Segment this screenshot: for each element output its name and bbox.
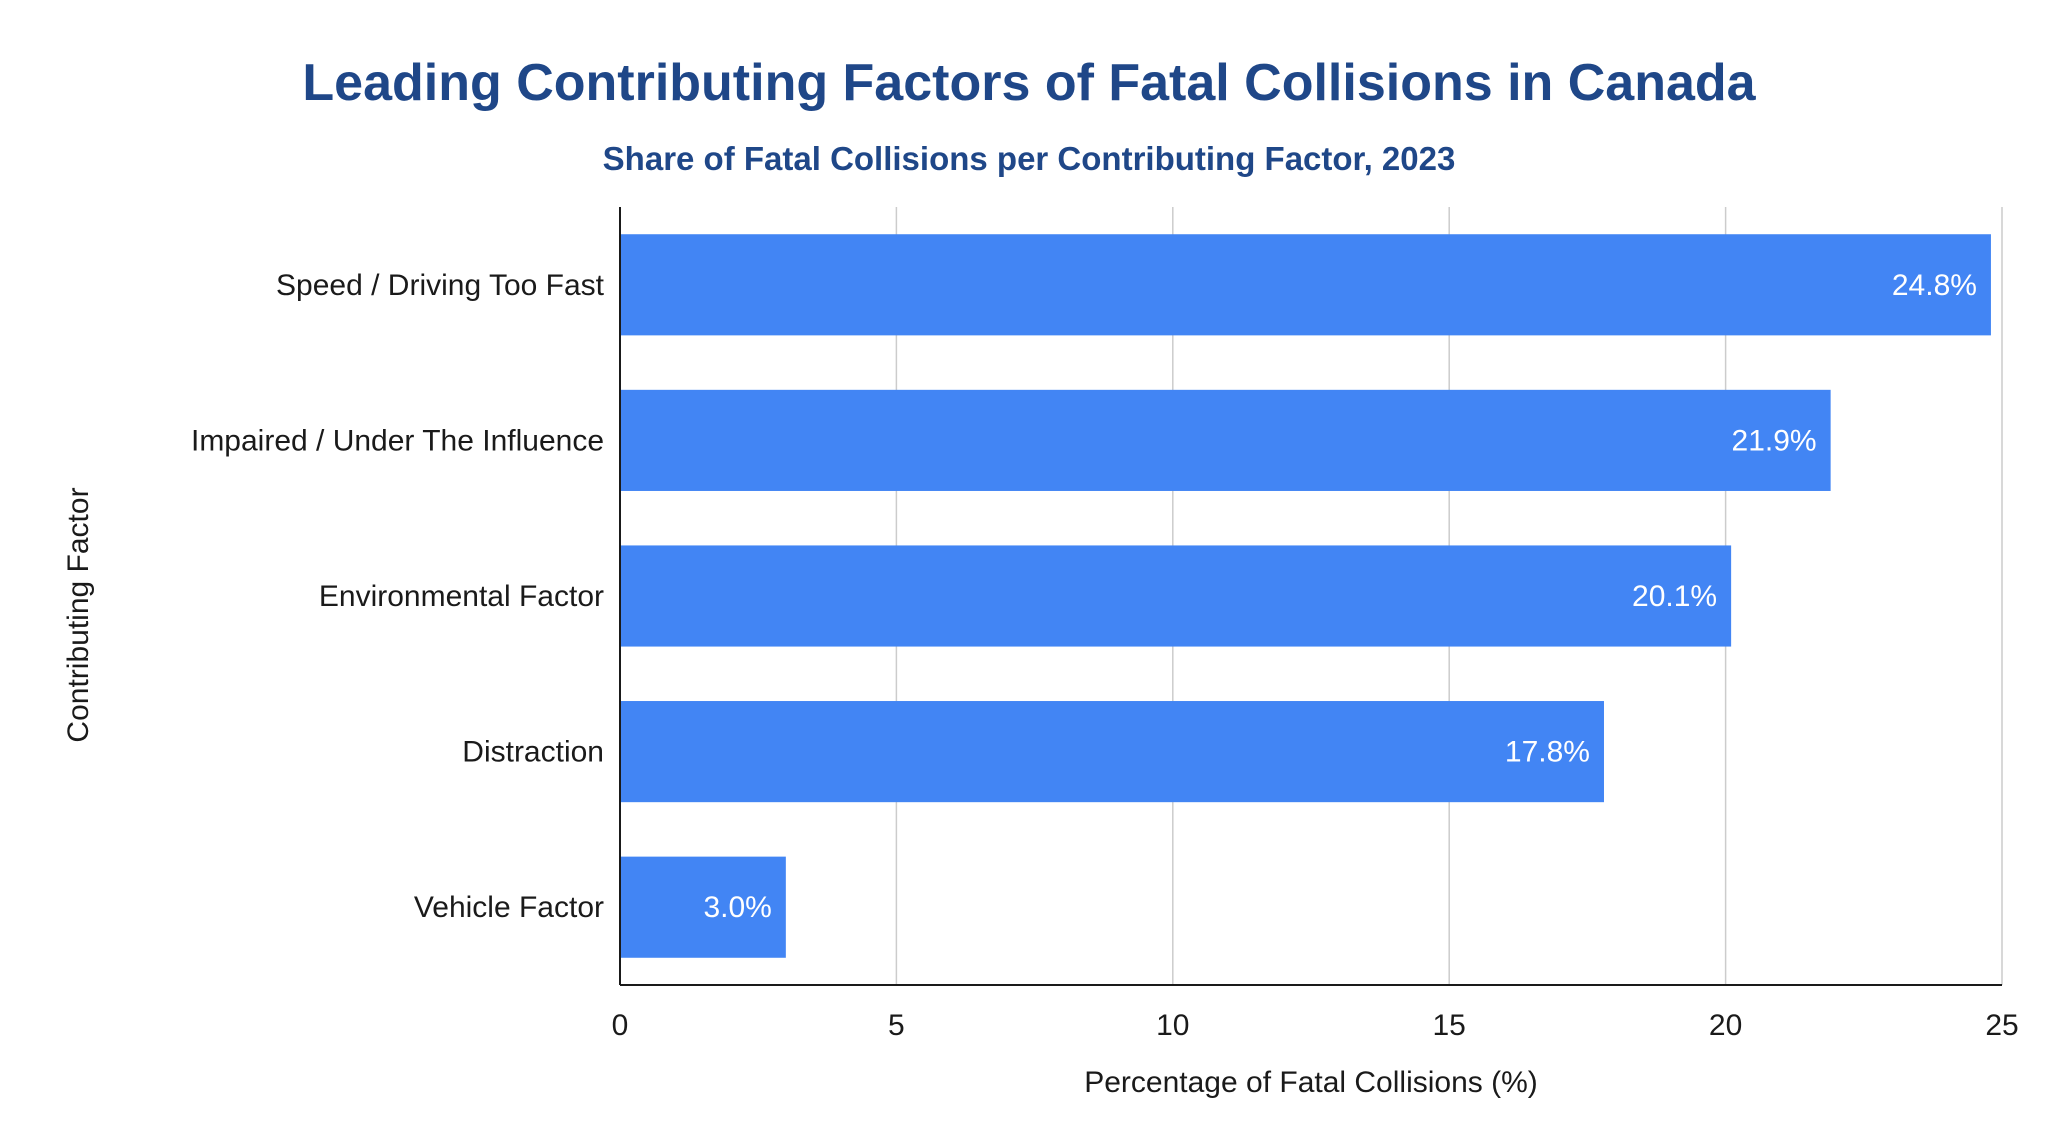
data-label: 17.8% — [1505, 736, 1590, 769]
bar — [620, 389, 1831, 491]
chart-subtitle: Share of Fatal Collisions per Contributi… — [603, 140, 1456, 177]
chart-title: Leading Contributing Factors of Fatal Co… — [302, 54, 1756, 112]
category-label: Vehicle Factor — [414, 891, 604, 924]
bar — [620, 545, 1732, 647]
x-tick-label: 25 — [1985, 1009, 2018, 1042]
data-label: 20.1% — [1632, 580, 1717, 613]
bar — [620, 234, 1991, 336]
category-label: Impaired / Under The Influence — [191, 424, 604, 457]
x-axis-title: Percentage of Fatal Collisions (%) — [1084, 1066, 1538, 1099]
y-axis-title: Contributing Factor — [62, 487, 95, 742]
category-label: Distraction — [462, 736, 604, 769]
axes — [619, 207, 2002, 986]
category-label: Environmental Factor — [319, 580, 604, 613]
bar — [620, 856, 786, 958]
x-tick-label: 5 — [888, 1009, 905, 1042]
x-tick-label: 15 — [1433, 1009, 1466, 1042]
labels: 0 5 10 15 20 25 Speed / Driving Too Fast 24.8% I… — [191, 269, 2019, 1042]
x-tick-label: 10 — [1156, 1009, 1189, 1042]
data-label: 21.9% — [1732, 424, 1817, 457]
bar — [620, 701, 1604, 803]
x-tick-label: 0 — [612, 1009, 629, 1042]
x-tick-label: 20 — [1709, 1009, 1742, 1042]
data-label: 24.8% — [1892, 269, 1977, 302]
data-label: 3.0% — [703, 891, 771, 924]
bars — [620, 234, 1991, 958]
category-label: Speed / Driving Too Fast — [276, 269, 605, 302]
